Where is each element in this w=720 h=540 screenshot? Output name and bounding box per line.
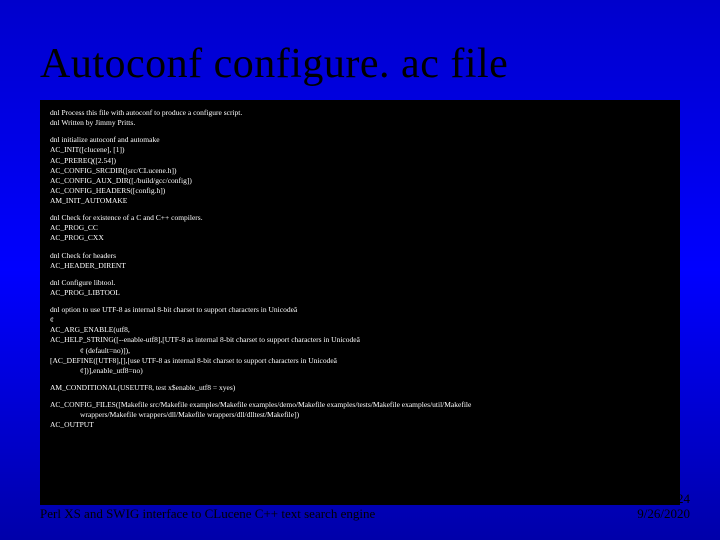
code-line: ¢ — [50, 315, 670, 325]
code-line: dnl Configure libtool. — [50, 278, 670, 288]
slide-footer: Perl XS and SWIG interface to CLucene C+… — [40, 491, 690, 522]
code-line: dnl Process this file with autoconf to p… — [50, 108, 670, 118]
code-line: AM_INIT_AUTOMAKE — [50, 196, 670, 206]
code-line: AC_CONFIG_FILES([Makefile src/Makefile e… — [50, 400, 670, 410]
code-line: AC_CONFIG_HEADERS([config.h]) — [50, 186, 670, 196]
code-para-1: dnl Process this file with autoconf to p… — [50, 108, 670, 128]
code-para-6: dnl option to use UTF-8 as internal 8-bi… — [50, 305, 670, 376]
code-block: dnl Process this file with autoconf to p… — [40, 100, 680, 505]
code-para-7: AM_CONDITIONAL(USEUTF8, test x$enable_ut… — [50, 383, 670, 393]
code-line: AC_CONFIG_SRCDIR([src/CLucene.h]) — [50, 166, 670, 176]
code-line: AC_PREREQ([2.54]) — [50, 156, 670, 166]
code-line: AC_OUTPUT — [50, 420, 670, 430]
code-line: AC_HELP_STRING([--enable-utf8],[UTF-8 as… — [50, 335, 670, 345]
code-line: AC_PROG_LIBTOOL — [50, 288, 670, 298]
code-line: dnl Check for existence of a C and C++ c… — [50, 213, 670, 223]
code-line: wrappers/Makefile wrappers/dll/Makefile … — [50, 410, 670, 420]
slide-container: Autoconf configure. ac file dnl Process … — [0, 0, 720, 540]
code-para-8: AC_CONFIG_FILES([Makefile src/Makefile e… — [50, 400, 670, 430]
footer-right: 24 9/26/2020 — [637, 491, 690, 522]
code-line: [AC_DEFINE([UTF8],[],[use UTF-8 as inter… — [50, 356, 670, 366]
page-number: 24 — [637, 491, 690, 507]
code-line: ¢])],enable_utf8=no) — [50, 366, 670, 376]
code-line: AM_CONDITIONAL(USEUTF8, test x$enable_ut… — [50, 383, 670, 393]
code-para-4: dnl Check for headers AC_HEADER_DIRENT — [50, 251, 670, 271]
code-para-3: dnl Check for existence of a C and C++ c… — [50, 213, 670, 243]
footer-left-text: Perl XS and SWIG interface to CLucene C+… — [40, 506, 375, 522]
code-line: dnl option to use UTF-8 as internal 8-bi… — [50, 305, 670, 315]
code-para-5: dnl Configure libtool. AC_PROG_LIBTOOL — [50, 278, 670, 298]
code-para-2: dnl initialize autoconf and automake AC_… — [50, 135, 670, 206]
code-line: dnl Written by Jimmy Pritts. — [50, 118, 670, 128]
code-line: AC_ARG_ENABLE(utf8, — [50, 325, 670, 335]
slide-title: Autoconf configure. ac file — [40, 40, 680, 88]
code-line: ¢ (default=no)]), — [50, 346, 670, 356]
code-line: AC_PROG_CC — [50, 223, 670, 233]
code-line: AC_HEADER_DIRENT — [50, 261, 670, 271]
slide-date: 9/26/2020 — [637, 506, 690, 522]
code-line: dnl initialize autoconf and automake — [50, 135, 670, 145]
code-line: AC_CONFIG_AUX_DIR([./build/gcc/config]) — [50, 176, 670, 186]
code-line: dnl Check for headers — [50, 251, 670, 261]
code-line: AC_PROG_CXX — [50, 233, 670, 243]
code-line: AC_INIT([clucene], [1]) — [50, 145, 670, 155]
